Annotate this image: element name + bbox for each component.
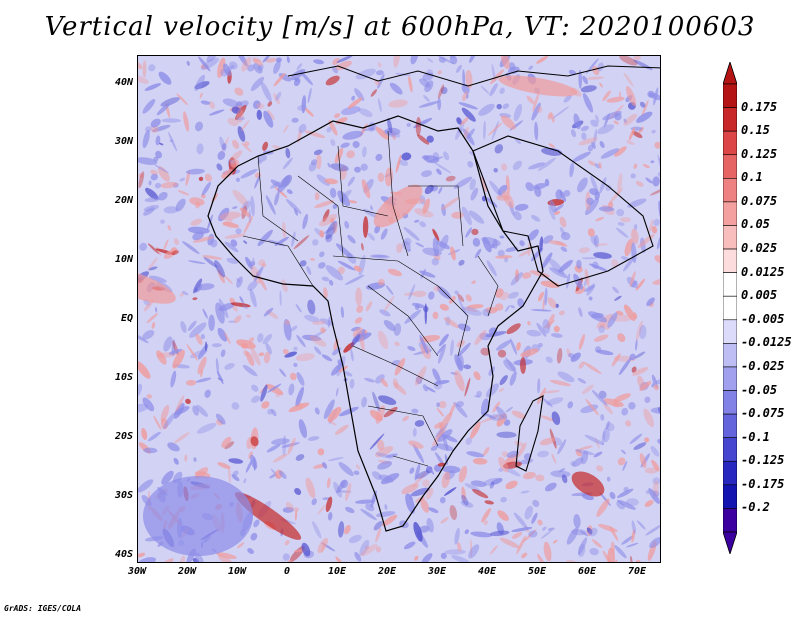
longitude-tick-label: 10W (227, 566, 247, 577)
colorbar-segment (723, 225, 737, 250)
colorbar-segment (723, 508, 737, 533)
colorbar-level-label: -0.175 (741, 476, 785, 491)
arabian-peninsula-coastline (472, 135, 654, 287)
velocity-feature (138, 268, 176, 304)
latitude-tick-label: 10N (114, 254, 133, 265)
longitude-tick-label: 20W (177, 566, 197, 577)
colorbar-segment (723, 83, 737, 108)
madagascar-coastline (515, 395, 544, 472)
colorbar-level-label: 0.075 (741, 193, 778, 208)
velocity-feature (234, 492, 302, 540)
velocity-feature (571, 471, 605, 497)
colorbar-segment (723, 413, 737, 438)
colorbar-segment (723, 343, 737, 368)
colorbar-level-label: -0.1 (741, 429, 770, 444)
longitude-tick-label: 70E (627, 566, 647, 577)
latitude-tick-label: 20N (114, 195, 133, 206)
velocity-feature (373, 184, 423, 228)
colorbar-level-label: 0.005 (741, 288, 778, 303)
velocity-feature (498, 75, 578, 97)
colorbar-segment (723, 272, 737, 297)
longitude-tick-label: 10E (327, 566, 347, 577)
latitude-tick-label: 40S (114, 549, 133, 560)
map-plot-area (137, 55, 661, 563)
colorbar-level-label: -0.0125 (741, 335, 792, 350)
colorbar-top-arrow (723, 62, 737, 85)
latitude-tick-label: EQ (120, 313, 133, 324)
colorbar-segment (723, 437, 737, 462)
colorbar-level-label: 0.05 (741, 217, 770, 232)
country-borders (242, 130, 499, 467)
latitude-tick-label: 30N (114, 136, 133, 147)
velocity-noise (138, 56, 660, 562)
latitude-tick-label: 30S (114, 490, 133, 501)
colorbar-level-label: -0.05 (741, 382, 778, 397)
colorbar-level-label: -0.2 (741, 500, 770, 515)
colorbar-level-label: -0.125 (741, 453, 785, 468)
colorbar-segment (723, 366, 737, 391)
colorbar-segment (723, 390, 737, 415)
latitude-tick-label: 10S (114, 372, 133, 383)
longitude-tick-label: 30W (127, 566, 147, 577)
mediterranean-coastline (287, 65, 660, 87)
africa-coastline (207, 115, 544, 532)
longitude-tick-label: 20E (377, 566, 397, 577)
colorbar-segment (723, 319, 737, 344)
colorbar-level-label: -0.025 (741, 358, 785, 373)
colorbar-segment (723, 201, 737, 226)
colorbar-level-label: 0.15 (741, 123, 770, 138)
colorbar-level-label: 0.125 (741, 146, 778, 161)
vertical-velocity-field (138, 56, 660, 562)
colorbar-level-label: 0.1 (741, 170, 763, 185)
longitude-tick-label: 40E (477, 566, 497, 577)
colorbar-segment (723, 460, 737, 486)
colorbar-segment (723, 484, 737, 509)
colorbar-level-label: 0.0125 (741, 264, 785, 279)
colorbar-segment (723, 178, 737, 203)
velocity-feature (143, 476, 253, 556)
colorbar-segment (723, 295, 737, 321)
colorbar-level-label: 0.025 (741, 241, 778, 256)
map-title: Vertical velocity [m/s] at 600hPa, VT: 2… (44, 12, 756, 42)
colorbar (723, 62, 737, 554)
colorbar-segment (723, 154, 737, 179)
longitude-tick-label: 50E (527, 566, 547, 577)
colorbar-segment (723, 107, 737, 132)
colorbar-segment (723, 130, 737, 156)
latitude-tick-label: 40N (114, 77, 133, 88)
colorbar-bottom-arrow (723, 531, 737, 554)
longitude-tick-label: 60E (577, 566, 597, 577)
longitude-tick-label: 0 (283, 566, 291, 577)
colorbar-level-label: 0.175 (741, 99, 778, 114)
latitude-tick-label: 20S (114, 431, 133, 442)
colorbar-level-label: -0.005 (741, 311, 785, 326)
colorbar-segment (723, 248, 737, 273)
colorbar-level-label: -0.075 (741, 406, 785, 421)
longitude-tick-label: 30E (427, 566, 447, 577)
grads-credit: GrADS: IGES/COLA (4, 604, 82, 613)
